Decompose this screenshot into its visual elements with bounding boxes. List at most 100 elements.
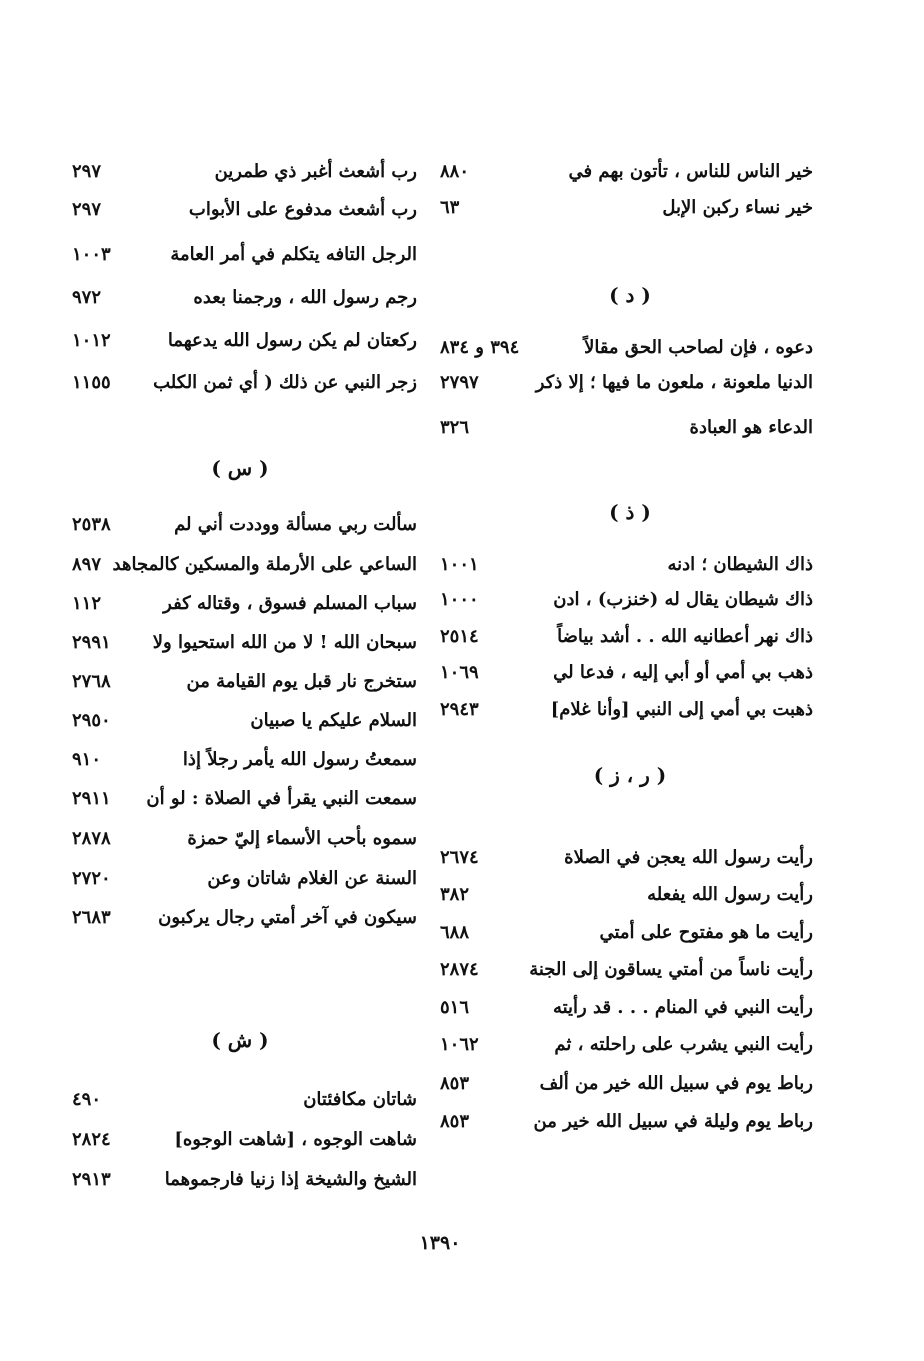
entry-reference-number: ٣٢٦: [440, 417, 470, 438]
entry-text: شاهت الوجوه ، [شاهت الوجوه]: [174, 1129, 417, 1150]
index-entry: رباط يوم وليلة في سبيل الله خير من ٨٥٣: [440, 1107, 813, 1137]
index-entry: سألت ربي مسألة ووددت أني لم ٢٥٣٨: [72, 510, 417, 540]
page-number: ١٣٩٠: [419, 1232, 461, 1254]
index-entry: السلام عليكم يا صبيان ٢٩٥٠: [72, 706, 417, 736]
entry-text: الدنيا ملعونة ، ملعون ما فيها ؛ إلا ذكر: [535, 372, 813, 393]
index-entry: خير الناس للناس ، تأتون بهم في ٨٨٠: [440, 157, 813, 187]
entry-reference-number: ٨٥٣: [440, 1073, 470, 1094]
index-entry: الدعاء هو العبادة ٣٢٦: [440, 413, 813, 443]
entry-text: خير الناس للناس ، تأتون بهم في: [568, 161, 813, 182]
entry-text: رأيت ناساً من أمتي يساقون إلى الجنة: [529, 959, 813, 980]
entry-reference-number: ١١٥٥: [72, 372, 111, 393]
entry-reference-number: ٢٩٧: [72, 199, 102, 220]
entry-reference-number: ٢٥١٤: [440, 626, 479, 647]
entry-text: رجم رسول الله ، ورجمنا بعده: [193, 287, 417, 308]
entry-reference-number: ٢٧٦٨: [72, 671, 111, 692]
index-entry: رب أشعث مدفوع على الأبواب ٢٩٧: [72, 195, 417, 225]
entry-reference-number: ٨٩٧: [72, 554, 102, 575]
entry-reference-number: ١٠٠١: [440, 554, 479, 575]
entry-text: الساعي على الأرملة والمسكين كالمجاهد: [112, 554, 417, 575]
index-entry: الدنيا ملعونة ، ملعون ما فيها ؛ إلا ذكر ٢…: [440, 368, 813, 398]
index-entry: رأيت النبي في المنام . . . قد رأيته ٥١٦: [440, 993, 813, 1023]
section-header: ( ش ): [211, 1028, 269, 1052]
index-entry: سيكون في آخر أمتي رجال يركبون ٢٦٨٣: [72, 903, 417, 933]
entry-reference-number: ٢٨٧٨: [72, 828, 111, 849]
entry-text: رأيت رسول الله يعجن في الصلاة: [564, 847, 813, 868]
entry-reference-number: ١٠٦٢: [440, 1034, 479, 1055]
entry-text: رأيت النبي يشرب على راحلته ، ثم: [554, 1034, 813, 1055]
entry-text: سموه بأحب الأسماء إليّ حمزة: [187, 828, 417, 849]
entry-text: دعوه ، فإن لصاحب الحق مقالاً: [584, 337, 813, 358]
entry-reference-number: ٦٣: [440, 197, 460, 218]
index-entry: دعوه ، فإن لصاحب الحق مقالاً ٣٩٤ و ٨٣٤: [440, 333, 813, 363]
index-entry: رأيت النبي يشرب على راحلته ، ثم ١٠٦٢: [440, 1030, 813, 1060]
entry-text: ذهبت بي أمي إلى النبي [وأنا غلام]: [550, 699, 813, 720]
entry-reference-number: ١٠١٢: [72, 330, 111, 351]
index-entry: ستخرج نار قبل يوم القيامة من ٢٧٦٨: [72, 667, 417, 697]
entry-text: شاتان مكافئتان: [303, 1089, 417, 1110]
entry-text: رأيت ما هو مفتوح على أمتي: [599, 922, 813, 943]
index-entry: الساعي على الأرملة والمسكين كالمجاهد ٨٩٧: [72, 550, 417, 580]
entry-text: رب أشعث مدفوع على الأبواب: [188, 199, 417, 220]
entry-reference-number: ٨٨٠: [440, 161, 470, 182]
index-entry: ذاك نهر أعطانيه الله . . أشد بياضاً ٢٥١٤: [440, 622, 813, 652]
index-entry: الشيخ والشيخة إذا زنيا فارجموهما ٢٩١٣: [72, 1165, 417, 1195]
entry-text: ذاك نهر أعطانيه الله . . أشد بياضاً: [557, 626, 813, 647]
entry-reference-number: ٢٧٩٧: [440, 372, 479, 393]
entry-text: ذاك شيطان يقال له (خنزب) ، ادن: [553, 589, 813, 610]
entry-text: ستخرج نار قبل يوم القيامة من: [186, 671, 417, 692]
section-header: ( س ): [211, 456, 269, 480]
entry-reference-number: ١٠٦٩: [440, 662, 479, 683]
entry-text: السنة عن الغلام شاتان وعن: [207, 868, 417, 889]
entry-text: رباط يوم وليلة في سبيل الله خير من: [533, 1111, 813, 1132]
entry-text: الرجل التافه يتكلم في أمر العامة: [170, 244, 417, 265]
entry-text: زجر النبي عن ذلك ( أي ثمن الكلب: [153, 372, 417, 393]
entry-reference-number: ٢٩٤٣: [440, 699, 479, 720]
index-entry: سمعت النبي يقرأ في الصلاة : لو أن ٢٩١١: [72, 784, 417, 814]
entry-reference-number: ٩١٠: [72, 749, 102, 770]
entry-text: ذاك الشيطان ؛ ادنه: [667, 554, 814, 575]
entry-reference-number: ٢٩١٣: [72, 1169, 111, 1190]
entry-reference-number: ٩٧٢: [72, 287, 102, 308]
entry-reference-number: ١٠٠٠: [440, 589, 479, 610]
entry-reference-number: ١٠٠٣: [72, 244, 111, 265]
entry-reference-number: ٢٧٢٠: [72, 868, 111, 889]
index-entry: زجر النبي عن ذلك ( أي ثمن الكلب ١١٥٥: [72, 368, 417, 398]
index-entry: ركعتان لم يكن رسول الله يدعهما ١٠١٢: [72, 326, 417, 356]
entry-reference-number: ٤٩٠: [72, 1089, 102, 1110]
entry-text: ركعتان لم يكن رسول الله يدعهما: [167, 330, 417, 351]
index-entry: رب أشعث أغبر ذي طمرين ٢٩٧: [72, 157, 417, 187]
entry-text: رأيت النبي في المنام . . . قد رأيته: [552, 997, 813, 1018]
entry-reference-number: ٢٨٧٤: [440, 959, 479, 980]
entry-text: رباط يوم في سبيل الله خير من ألف: [539, 1073, 813, 1094]
entry-text: سيكون في آخر أمتي رجال يركبون: [158, 907, 417, 928]
index-entry: رجم رسول الله ، ورجمنا بعده ٩٧٢: [72, 283, 417, 313]
entry-text: سألت ربي مسألة ووددت أني لم: [174, 514, 417, 535]
index-entry: ذهب بي أمي أو أبي إليه ، فدعا لي ١٠٦٩: [440, 658, 813, 688]
entry-text: الدعاء هو العبادة: [689, 417, 813, 438]
index-entry: سبحان الله ! لا من الله استحيوا ولا ٢٩٩١: [72, 628, 417, 658]
index-entry: ذاك الشيطان ؛ ادنه ١٠٠١: [440, 550, 813, 580]
entry-reference-number: ٥١٦: [440, 997, 470, 1018]
entry-text: الشيخ والشيخة إذا زنيا فارجموهما: [164, 1169, 417, 1190]
index-entry: شاتان مكافئتان ٤٩٠: [72, 1085, 417, 1115]
entry-text: رأيت رسول الله يفعله: [647, 884, 813, 905]
index-entry: الرجل التافه يتكلم في أمر العامة ١٠٠٣: [72, 240, 417, 270]
entry-reference-number: ٨٥٣: [440, 1111, 470, 1132]
entry-reference-number: ٢٩٩١: [72, 632, 111, 653]
index-entry: ذاك شيطان يقال له (خنزب) ، ادن ١٠٠٠: [440, 585, 813, 615]
entry-reference-number: ٢٨٢٤: [72, 1129, 111, 1150]
index-entry: سباب المسلم فسوق ، وقتاله كفر ١١٢: [72, 589, 417, 619]
entry-text: سمعت النبي يقرأ في الصلاة : لو أن: [146, 788, 417, 809]
index-entry: رأيت ما هو مفتوح على أمتي ٦٨٨: [440, 918, 813, 948]
section-header: ( ذ ): [609, 500, 651, 524]
entry-text: ذهب بي أمي أو أبي إليه ، فدعا لي: [553, 662, 813, 683]
entry-text: رب أشعث أغبر ذي طمرين: [214, 161, 417, 182]
section-header: ( د ): [609, 283, 651, 307]
index-entry: سمعتُ رسول الله يأمر رجلاً إذا ٩١٠: [72, 745, 417, 775]
index-entry: ذهبت بي أمي إلى النبي [وأنا غلام] ٢٩٤٣: [440, 695, 813, 725]
index-entry: سموه بأحب الأسماء إليّ حمزة ٢٨٧٨: [72, 824, 417, 854]
entry-reference-number: ٢٩٥٠: [72, 710, 111, 731]
entry-reference-number: ٢٦٨٣: [72, 907, 111, 928]
index-entry: خير نساء ركبن الإبل ٦٣: [440, 193, 813, 223]
